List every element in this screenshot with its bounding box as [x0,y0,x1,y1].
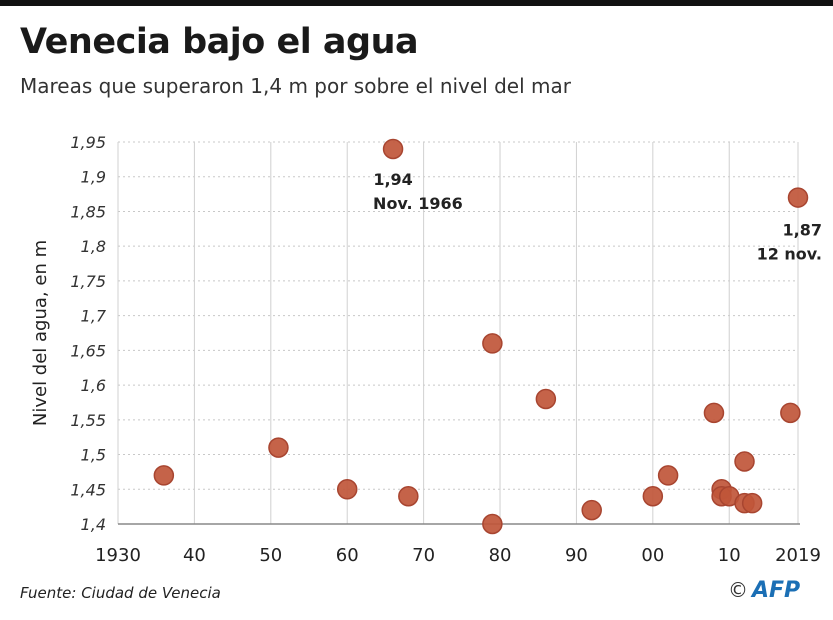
data-point [703,402,725,424]
data-point [780,402,801,424]
chart-title: Venecia bajo el agua [20,22,419,62]
y-axis-label: Nivel del agua, en m [30,240,51,426]
annotation-value: 1,87 [783,221,822,240]
data-point [398,485,419,507]
y-tick-label: 1,6 [81,376,106,395]
y-tick-label: 1,5 [81,446,106,465]
data-point [382,138,404,160]
x-tick-label: 80 [489,545,512,566]
top-bar [0,0,833,6]
y-tick-label: 1,55 [70,411,106,430]
data-point [734,451,755,472]
data-point [642,485,664,507]
y-tick-label: 1,45 [70,480,106,499]
y-tick-label: 1,9 [81,168,106,187]
x-tick-label: 50 [259,545,282,566]
data-point [482,333,503,354]
y-tick-label: 1,4 [81,515,106,534]
x-tick-label: 00 [641,545,664,566]
x-tick-label: 2019 [775,545,821,566]
x-tick-label: 70 [412,545,435,566]
data-point [268,437,289,458]
afp-logo-text: AFP [752,578,801,603]
data-point [153,465,175,486]
annotation-value: 1,94 [373,170,412,189]
data-point [581,499,602,521]
y-tick-label: 1,75 [70,272,106,291]
y-tick-label: 1,85 [70,202,106,221]
source-note: Fuente: Ciudad de Venecia [20,584,221,602]
x-tick-label: 40 [183,545,206,566]
copyright-symbol: © [728,578,748,602]
data-point [657,465,679,486]
x-tick-label: 1930 [95,545,141,566]
y-tick-label: 1,7 [81,307,107,326]
y-tick-label: 1,65 [70,341,106,360]
annotation-label: 12 nov. [757,245,822,264]
x-tick-label: 60 [336,545,359,566]
afp-logo: © AFP [728,578,800,603]
x-tick-label: 90 [565,545,588,566]
data-point [535,388,557,410]
y-tick-label: 1,8 [81,237,106,256]
chart-subtitle: Mareas que superaron 1,4 m por sobre el … [20,74,571,98]
data-point [336,479,358,500]
x-tick-label: 10 [718,545,741,566]
data-point [787,187,809,208]
data-point [482,513,503,535]
annotation-label: Nov. 1966 [373,194,463,213]
data-point [741,492,763,514]
y-tick-label: 1,95 [70,133,106,152]
